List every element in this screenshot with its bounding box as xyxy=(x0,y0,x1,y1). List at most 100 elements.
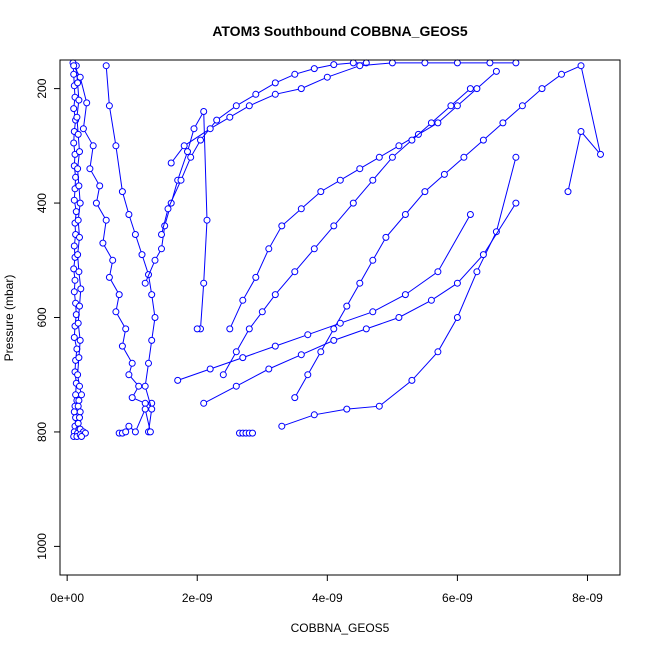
data-point xyxy=(115,291,123,299)
data-point xyxy=(146,428,154,436)
data-point xyxy=(447,102,455,110)
data-point xyxy=(512,199,520,207)
data-point xyxy=(408,376,416,384)
data-point xyxy=(297,205,305,213)
data-point xyxy=(72,391,80,399)
data-point xyxy=(310,411,318,419)
y-tick-label: 1000 xyxy=(35,533,49,560)
data-point xyxy=(75,397,83,404)
data-point xyxy=(70,265,78,273)
data-point xyxy=(76,199,84,207)
data-point xyxy=(362,325,370,333)
data-point xyxy=(70,196,78,204)
data-point xyxy=(109,256,117,264)
data-point xyxy=(343,302,351,310)
data-point xyxy=(118,188,126,196)
data-point xyxy=(70,139,78,147)
data-point xyxy=(74,402,82,410)
data-point xyxy=(401,211,409,218)
data-point xyxy=(70,334,78,341)
data-point xyxy=(395,142,403,150)
data-point xyxy=(408,136,416,144)
data-point xyxy=(291,268,299,276)
x-tick-label: 2e-09 xyxy=(182,591,213,605)
data-point xyxy=(158,231,165,238)
data-point xyxy=(71,276,79,284)
data-point xyxy=(330,222,338,230)
data-point xyxy=(310,245,318,253)
data-point xyxy=(427,296,435,304)
data-point xyxy=(466,85,474,93)
data-point xyxy=(245,325,253,333)
data-point xyxy=(479,251,487,259)
data-point xyxy=(135,382,143,390)
data-point xyxy=(226,325,234,333)
series-line xyxy=(281,157,517,427)
data-point xyxy=(440,170,448,178)
data-point xyxy=(158,245,165,253)
data-point xyxy=(118,342,126,350)
data-point xyxy=(310,65,318,73)
series-14 xyxy=(236,429,256,437)
series-15 xyxy=(115,405,154,437)
data-point xyxy=(74,165,82,173)
data-point xyxy=(421,188,429,196)
data-point xyxy=(395,314,403,321)
data-point xyxy=(145,359,152,367)
data-point xyxy=(70,288,78,296)
data-point xyxy=(375,153,383,161)
data-point xyxy=(258,308,266,316)
series-13 xyxy=(174,211,474,384)
data-point xyxy=(73,113,81,121)
data-point xyxy=(70,70,78,78)
data-point xyxy=(375,402,383,410)
data-point xyxy=(76,382,83,390)
data-point xyxy=(174,376,182,384)
data-point xyxy=(252,90,260,98)
data-point xyxy=(577,128,585,135)
data-point xyxy=(297,85,305,93)
data-point xyxy=(252,273,260,281)
data-point xyxy=(434,348,442,356)
data-point xyxy=(486,59,494,67)
data-point xyxy=(343,405,351,413)
data-point xyxy=(141,399,149,407)
data-point xyxy=(453,314,461,321)
data-point xyxy=(369,308,377,316)
data-point xyxy=(148,291,156,299)
data-point xyxy=(239,296,247,304)
data-point xyxy=(356,279,364,287)
data-point xyxy=(317,348,325,356)
data-point xyxy=(86,165,94,173)
data-point xyxy=(187,153,195,161)
data-point xyxy=(92,199,100,207)
data-point xyxy=(102,216,110,224)
data-point xyxy=(271,291,279,299)
data-point xyxy=(76,148,83,156)
data-point xyxy=(203,216,211,224)
data-point xyxy=(349,199,357,207)
data-point xyxy=(388,59,396,67)
y-axis-label: Pressure (mbar) xyxy=(2,275,16,362)
data-point xyxy=(105,273,113,281)
data-point xyxy=(128,359,136,367)
data-point xyxy=(323,73,331,81)
series-11 xyxy=(278,153,520,430)
data-point xyxy=(518,102,526,110)
series-line xyxy=(229,71,497,330)
data-point xyxy=(597,150,604,158)
data-point xyxy=(148,405,156,413)
data-point xyxy=(76,408,84,416)
data-point xyxy=(74,130,82,138)
data-point xyxy=(434,268,442,276)
data-point xyxy=(151,314,159,321)
data-point xyxy=(74,371,82,379)
data-point xyxy=(72,208,80,216)
data-point xyxy=(499,119,507,127)
data-point xyxy=(89,142,97,150)
data-point xyxy=(564,188,572,196)
data-point xyxy=(131,231,139,238)
data-point xyxy=(125,211,133,218)
data-point xyxy=(83,99,91,107)
data-point xyxy=(388,153,396,161)
